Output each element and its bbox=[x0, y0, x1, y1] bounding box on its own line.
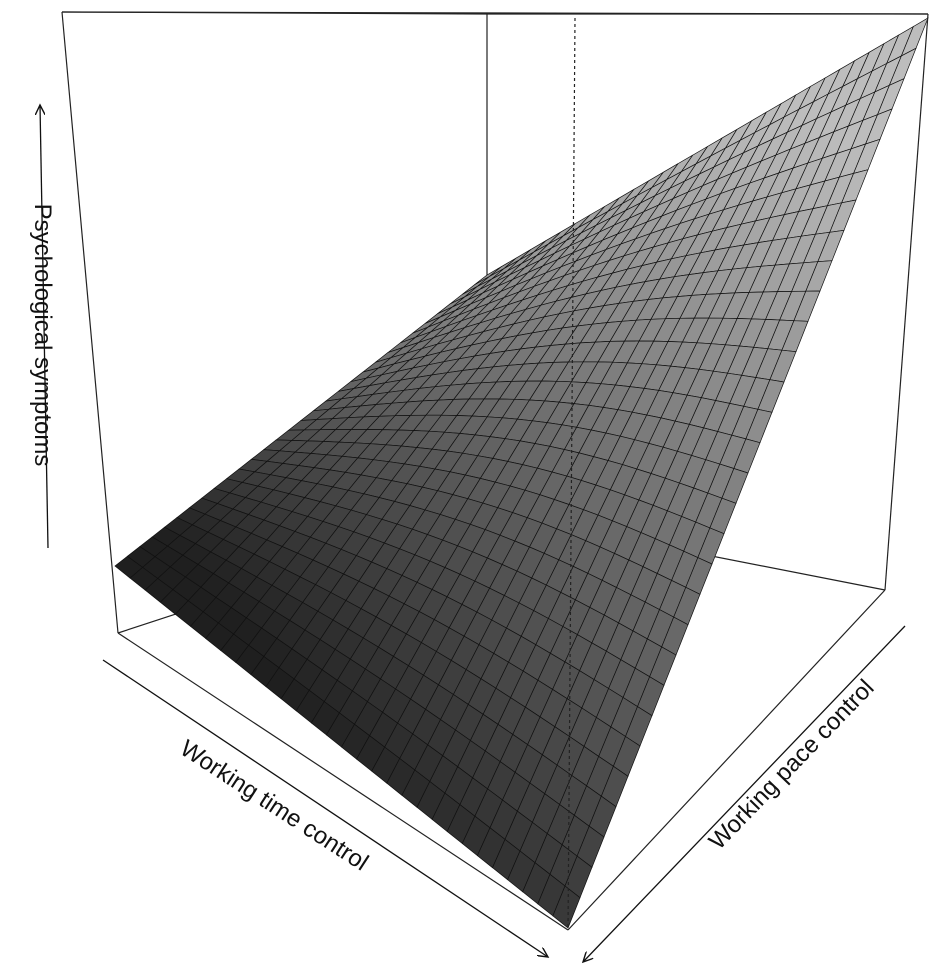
surface-cell bbox=[552, 885, 581, 929]
box-edge-front-bottom-left bbox=[117, 632, 569, 931]
box-edge-hidden-dashed bbox=[567, 17, 576, 931]
y-axis-arrow bbox=[583, 625, 906, 962]
x-axis-arrow bbox=[102, 659, 548, 957]
box-edge-front-right-vertical bbox=[884, 13, 929, 591]
plot-box-front bbox=[61, 11, 929, 931]
z-axis-arrow bbox=[40, 105, 49, 549]
z-axis-label: Psychological symptoms bbox=[29, 204, 56, 467]
box-edge-front-bottom-right bbox=[567, 589, 886, 931]
box-edge-front-left-vertical bbox=[61, 11, 119, 634]
x-axis-label: Working time control bbox=[175, 735, 373, 877]
y-axis-label: Working pace control bbox=[704, 674, 880, 855]
box-edge-front-top bbox=[61, 11, 929, 15]
surface-mesh bbox=[114, 17, 929, 929]
